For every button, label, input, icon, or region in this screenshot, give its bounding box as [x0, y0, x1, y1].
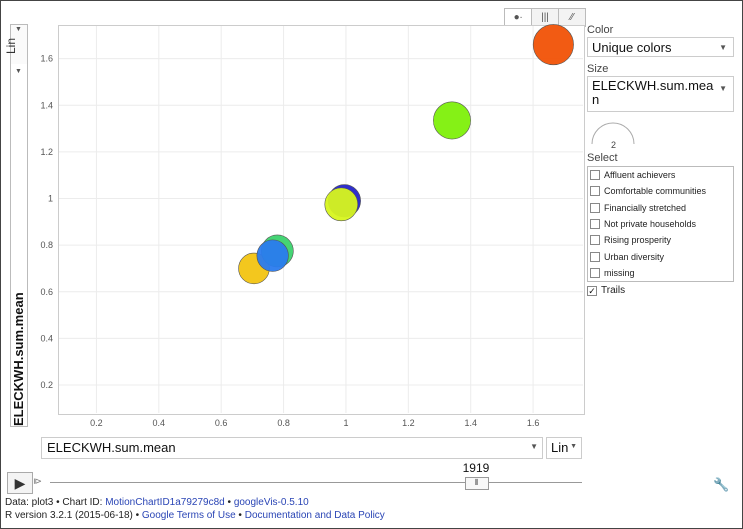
plot-area[interactable]: [58, 25, 585, 415]
data-bubble[interactable]: [433, 101, 471, 140]
select-item-label: missing: [604, 267, 635, 278]
select-item-checkbox[interactable]: [590, 219, 600, 230]
x-tick-label: 1.6: [527, 418, 540, 428]
size-select[interactable]: ELECKWH.sum.mea n ▼: [587, 76, 734, 112]
x-tick-label: 0.8: [277, 418, 290, 428]
line-view-tab[interactable]: ⁄⁄: [558, 8, 586, 27]
footer-data-text: Data: plot3 • Chart ID:: [5, 497, 106, 508]
trails-checkbox[interactable]: ✓: [587, 285, 597, 296]
y-tick-label: 0.8: [40, 240, 53, 250]
y-tick-label: 0.2: [40, 380, 53, 390]
chevron-down-icon: ▼: [570, 443, 577, 450]
chevron-down-icon: ▼: [15, 26, 22, 33]
grip-icon: ⦀: [474, 478, 479, 487]
select-item[interactable]: Rising prosperity: [588, 232, 733, 248]
x-tick-label: 0.4: [153, 418, 166, 428]
time-slider-track[interactable]: [50, 482, 582, 483]
select-item-checkbox[interactable]: [590, 202, 600, 213]
size-heading: Size: [587, 63, 609, 75]
x-tick-label: 1: [343, 418, 348, 428]
select-item-label: Affluent achievers: [604, 170, 676, 181]
time-value: 1919: [462, 461, 490, 475]
x-scale-label: Lin: [551, 440, 569, 455]
size-gauge-value: 2: [611, 140, 617, 150]
terms-link[interactable]: Google Terms of Use: [141, 510, 236, 521]
size-select-value-line1: ELECKWH.sum.mea: [592, 78, 714, 93]
x-axis-label: ELECKWH.sum.mean: [47, 440, 176, 455]
select-item-label: Not private households: [604, 219, 697, 230]
select-item-label: Comfortable communities: [604, 186, 707, 197]
y-variable-button[interactable]: ▼ ELECKWH.sum.mean: [10, 64, 28, 427]
bubble-icon: ●∙: [513, 12, 523, 23]
y-tick-label: 1.4: [40, 100, 53, 110]
select-item[interactable]: missing: [588, 265, 733, 281]
wrench-icon[interactable]: 🔧: [713, 477, 730, 492]
select-item-checkbox[interactable]: [590, 267, 600, 278]
select-item-checkbox[interactable]: [590, 251, 600, 262]
footer-line-1: Data: plot3 • Chart ID: MotionChartID1a7…: [5, 497, 309, 508]
color-heading: Color: [587, 24, 614, 36]
playback-speed-button[interactable]: ⧐: [33, 473, 47, 489]
size-gauge: 2: [587, 112, 734, 152]
chevron-down-icon: ▼: [530, 442, 538, 451]
data-bubble[interactable]: [256, 239, 289, 272]
play-icon: ▶: [14, 475, 26, 491]
line-icon: ⁄⁄: [570, 12, 574, 23]
x-tick-label: 1.2: [402, 418, 415, 428]
select-item-checkbox[interactable]: [590, 170, 600, 181]
y-tick-label: 1: [48, 194, 53, 204]
chevron-down-icon: ▼: [15, 68, 22, 75]
select-heading: Select: [587, 152, 618, 164]
trails-toggle[interactable]: ✓ Trails: [587, 285, 734, 296]
select-item-label: Financially stretched: [604, 202, 687, 213]
x-scale-select[interactable]: Lin ▼: [546, 437, 582, 459]
data-bubble[interactable]: [324, 187, 359, 222]
select-list: Affluent achievers Comfortable communitie…: [587, 166, 734, 283]
y-tick-label: 0.4: [40, 333, 53, 343]
y-tick-label: 0.6: [40, 287, 53, 297]
chevron-down-icon: ▼: [719, 84, 727, 93]
trails-label: Trails: [601, 285, 626, 297]
x-tick-label: 0.6: [215, 418, 228, 428]
select-item[interactable]: Not private households: [588, 216, 733, 232]
footer-separator: •: [235, 510, 245, 521]
select-item-label: Rising prosperity: [604, 235, 672, 246]
time-slider-handle[interactable]: ⦀: [464, 477, 489, 490]
speed-icon: ⧐: [33, 476, 42, 486]
select-item[interactable]: Financially stretched: [588, 200, 733, 216]
footer-separator: •: [224, 497, 234, 508]
color-select-value: Unique colors: [592, 40, 672, 55]
select-item-label: Urban diversity: [604, 251, 665, 262]
x-variable-select[interactable]: ELECKWH.sum.mean ▼: [41, 437, 543, 459]
footer-r-version: R version 3.2.1 (2015-06-18) •: [5, 510, 142, 521]
size-gauge-arc: [591, 122, 635, 145]
select-item[interactable]: Urban diversity: [588, 248, 733, 264]
policy-link[interactable]: Documentation and Data Policy: [244, 510, 385, 521]
play-button[interactable]: ▶: [7, 472, 33, 494]
x-tick-label: 1.4: [464, 418, 477, 428]
select-item[interactable]: Affluent achievers: [588, 167, 733, 183]
footer-line-2: R version 3.2.1 (2015-06-18) • Google Te…: [5, 510, 385, 521]
color-select[interactable]: Unique colors ▼: [587, 37, 734, 57]
view-tabs: ●∙ ||| ⁄⁄: [504, 8, 586, 27]
chart-id-link[interactable]: MotionChartID1a79279c8d: [105, 497, 225, 508]
y-tick-label: 1.2: [40, 147, 53, 157]
y-tick-label: 1.6: [40, 54, 53, 64]
bar-icon: |||: [541, 12, 549, 23]
size-select-value-line2: n: [592, 92, 600, 107]
select-item[interactable]: Comfortable communities: [588, 183, 733, 199]
settings-panel: Color Unique colors ▼ Size ELECKWH.sum.m…: [587, 24, 734, 296]
select-item-checkbox[interactable]: [590, 186, 600, 197]
x-tick-label: 0.2: [90, 418, 103, 428]
chevron-down-icon: ▼: [719, 43, 727, 52]
data-bubble[interactable]: [532, 24, 574, 66]
googlevis-link[interactable]: googleVis-0.5.10: [233, 497, 309, 508]
select-item-checkbox[interactable]: [590, 235, 600, 246]
